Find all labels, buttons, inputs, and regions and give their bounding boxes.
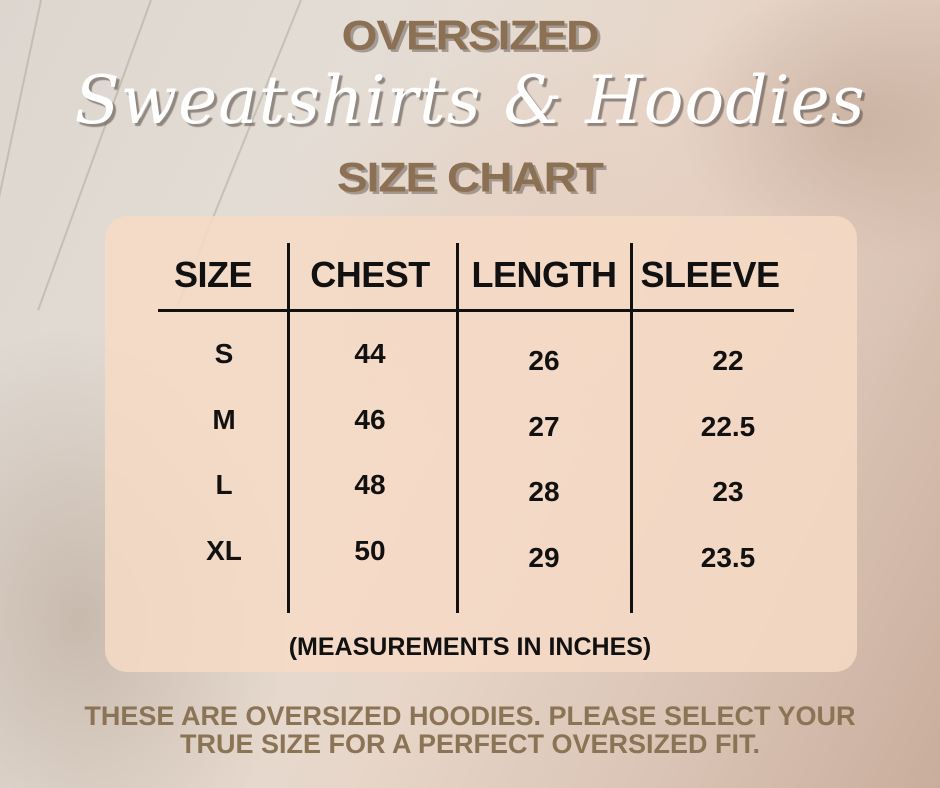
cell-size: S xyxy=(214,338,234,369)
footer-line-1: THESE ARE OVERSIZED HOODIES. PLEASE SELE… xyxy=(84,701,856,731)
column-header-chest: CHEST xyxy=(310,254,430,295)
cell-size: L xyxy=(215,469,233,500)
column-header-length: LENGTH xyxy=(471,254,618,295)
cell-length: 26 xyxy=(528,345,560,376)
cell-sleeve: 23 xyxy=(712,476,744,507)
cell-chest: 48 xyxy=(354,469,386,500)
cell-sleeve: 23.5 xyxy=(700,541,756,573)
cell-length: 28 xyxy=(528,476,560,507)
cell-size: XL xyxy=(206,534,242,566)
cell-chest: 44 xyxy=(354,338,386,369)
title-script: Sweatshirts & Hoodies xyxy=(74,62,866,139)
measurement-note: (MEASUREMENTS IN INCHES) xyxy=(288,633,652,661)
column-divider xyxy=(456,243,459,613)
column-divider xyxy=(630,243,633,613)
cell-sleeve: 22.5 xyxy=(700,410,756,442)
title-oversized: OVERSIZED xyxy=(341,11,600,59)
footer-line-2: TRUE SIZE FOR A PERFECT OVERSIZED FIT. xyxy=(179,729,761,759)
cell-sleeve: 22 xyxy=(712,345,744,376)
header-divider xyxy=(158,309,794,312)
cell-length: 27 xyxy=(528,410,560,442)
title-size-chart: SIZE CHART xyxy=(337,153,604,201)
cell-chest: 50 xyxy=(354,534,386,566)
column-header-sleeve: SLEEVE xyxy=(640,254,780,295)
cell-chest: 46 xyxy=(354,403,386,435)
cell-size: M xyxy=(212,403,236,435)
column-divider xyxy=(287,243,290,613)
size-table-panel xyxy=(105,216,857,672)
cell-length: 29 xyxy=(528,541,560,573)
column-header-size: SIZE xyxy=(173,254,253,295)
